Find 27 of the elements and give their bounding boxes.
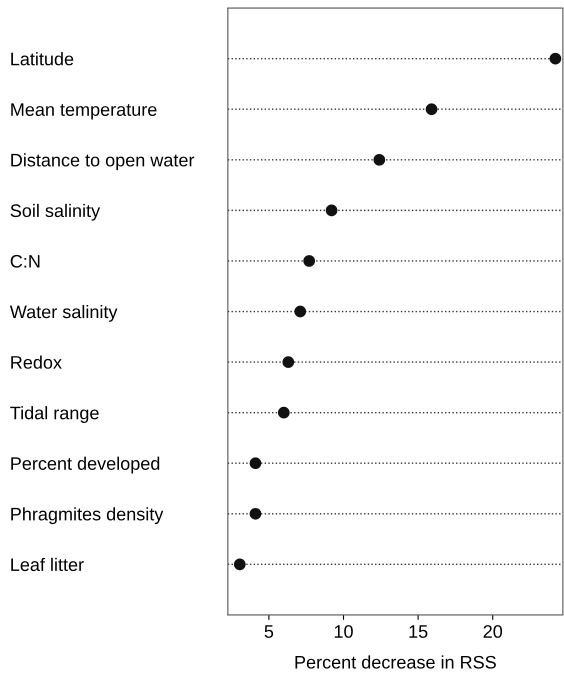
x-axis-title: Percent decrease in RSS: [295, 655, 496, 669]
y-tick-label: Distance to open water: [11, 153, 194, 170]
x-tick-label: 10: [334, 625, 353, 638]
y-tick-label: Tidal range: [10, 406, 99, 423]
x-tick-label: 20: [484, 625, 502, 638]
point: [234, 558, 246, 570]
y-tick-label: Mean temperature: [11, 103, 157, 120]
x-tick-label: 5: [264, 625, 274, 638]
point: [250, 457, 262, 470]
point: [326, 204, 338, 216]
y-tick-label: Water salinity: [10, 304, 118, 322]
point: [294, 306, 306, 318]
y-tick-label: Soil salinity: [10, 204, 100, 221]
point: [282, 356, 294, 368]
point: [426, 103, 438, 116]
y-tick-label: Redox: [11, 356, 62, 369]
x-tick-label: 15: [409, 625, 428, 638]
point: [303, 255, 316, 267]
y-tick-label: C:N: [10, 254, 40, 268]
y-tick-label: Phragmites density: [11, 507, 164, 524]
point: [250, 508, 262, 520]
point: [373, 154, 386, 166]
point: [550, 52, 562, 65]
y-tick-label: Percent developed: [11, 456, 160, 474]
y-tick-label: Latitude: [11, 52, 74, 66]
point: [278, 406, 290, 418]
y-tick-label: Leaf litter: [11, 558, 84, 572]
